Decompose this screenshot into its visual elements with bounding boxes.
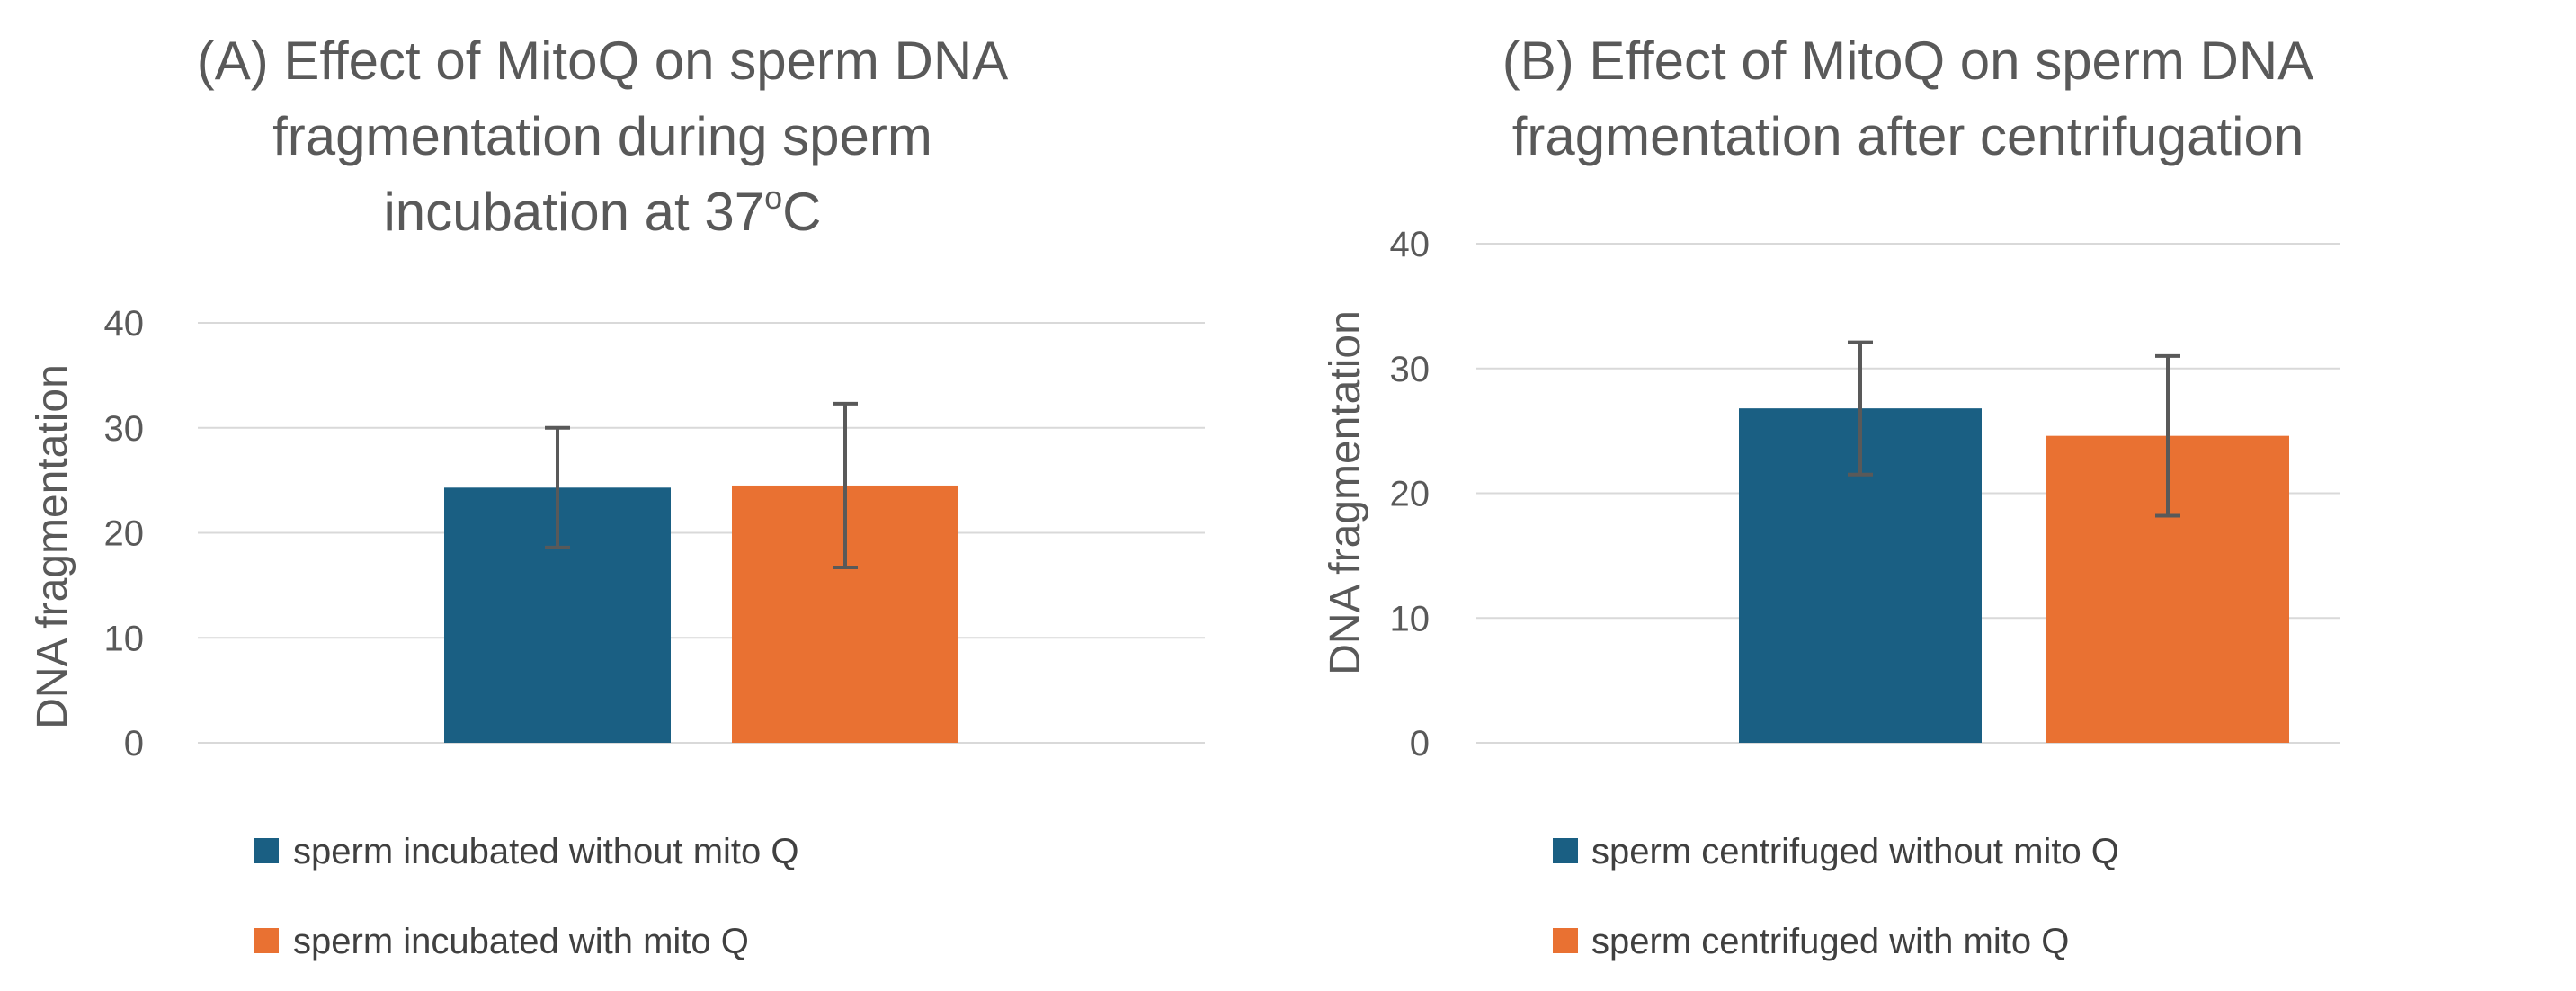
chart-a-y-tick-labels: 0 10 20 30 40 [104, 304, 145, 763]
chart-b-error-bars [1848, 340, 2180, 518]
chart-a-title-line-3-unit: C [782, 182, 821, 242]
legend-label-centrifuged-without-mitoq: sperm centrifuged without mito Q [1591, 832, 2119, 871]
y-tick-label-30: 30 [1390, 350, 1431, 389]
y-tick-label-10: 10 [104, 619, 145, 658]
y-tick-label-0: 0 [1410, 724, 1430, 763]
chart-a-legend: sperm incubated without mito Q sperm inc… [254, 832, 798, 961]
y-tick-label-0: 0 [124, 724, 144, 763]
legend-label-centrifuged-with-mitoq: sperm centrifuged with mito Q [1591, 922, 2069, 961]
chart-panel-b: (B) Effect of MitoQ on sperm DNA fragmen… [1322, 31, 2340, 961]
chart-a-title-line-2: fragmentation during sperm [272, 106, 932, 166]
chart-a-y-axis-title: DNA fragmentation [29, 364, 76, 729]
legend-swatch-centrifuged-without-mitoq [1553, 838, 1578, 863]
y-tick-label-20: 20 [1390, 475, 1431, 514]
legend-label-incubated-with-mitoq: sperm incubated with mito Q [293, 922, 749, 961]
chart-a-title-line-3-main: incubation at 37 [383, 182, 764, 242]
chart-panel-a: (A) Effect of MitoQ on sperm DNA fragmen… [29, 31, 1205, 961]
chart-b-y-tick-labels: 0 10 20 30 40 [1390, 225, 1431, 763]
y-tick-label-40: 40 [1390, 225, 1431, 264]
y-tick-label-20: 20 [104, 514, 145, 554]
chart-a-title-degree-mark: o [764, 179, 782, 216]
y-tick-label-40: 40 [104, 304, 145, 344]
chart-a-title-line-3: incubation at 37oC [383, 179, 821, 242]
chart-b-legend: sperm centrifuged without mito Q sperm c… [1553, 832, 2119, 961]
legend-swatch-centrifuged-with-mitoq [1553, 928, 1578, 953]
legend-swatch-incubated-without-mitoq [254, 838, 279, 863]
error-bar-incubated-without-mitoq [545, 425, 570, 549]
chart-b-title-line-1: (B) Effect of MitoQ on sperm DNA [1502, 31, 2314, 91]
chart-a-error-bars [545, 401, 858, 570]
chart-a-gridlines [198, 322, 1205, 744]
y-tick-label-30: 30 [104, 409, 145, 449]
chart-b-title-line-2: fragmentation after centrifugation [1512, 106, 2304, 166]
error-bar-centrifuged-without-mitoq [1848, 340, 1873, 477]
chart-a-title-line-1: (A) Effect of MitoQ on sperm DNA [197, 31, 1009, 91]
chart-a-bars [444, 485, 958, 743]
legend-swatch-incubated-with-mitoq [254, 928, 279, 953]
legend-label-incubated-without-mitoq: sperm incubated without mito Q [293, 832, 798, 871]
chart-b-y-axis-title: DNA fragmentation [1322, 310, 1369, 675]
chart-b-bars [1739, 408, 2289, 743]
error-bar-incubated-with-mitoq [833, 401, 858, 570]
error-bar-centrifuged-with-mitoq [2155, 353, 2180, 518]
y-tick-label-10: 10 [1390, 599, 1431, 638]
